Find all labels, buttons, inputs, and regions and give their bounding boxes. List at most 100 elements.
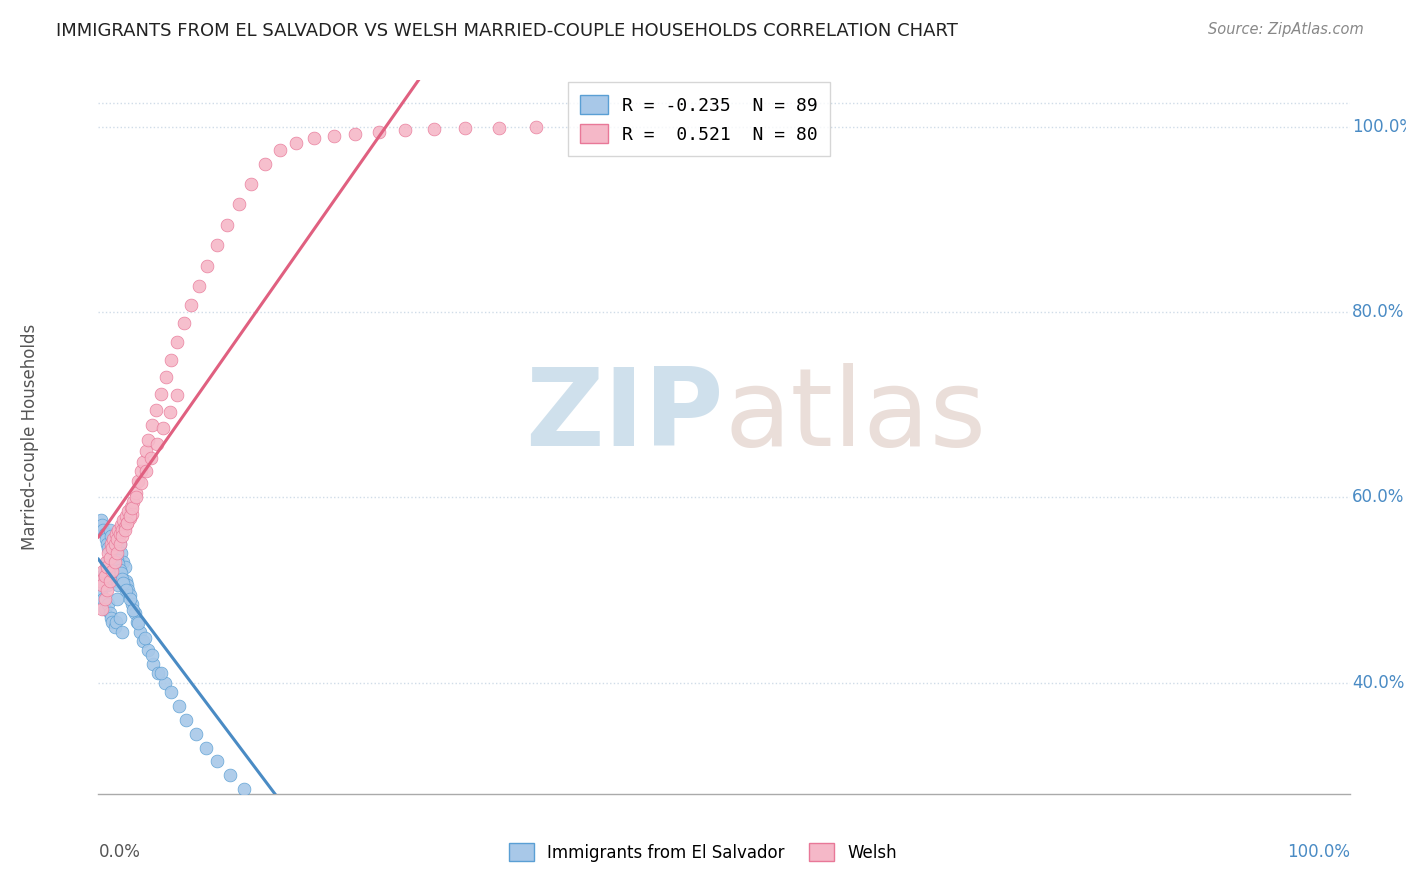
Point <box>96 582 118 597</box>
Point <box>111 523 134 537</box>
Point <box>105 553 128 567</box>
Point <box>105 532 128 546</box>
Point <box>218 768 240 782</box>
Point <box>167 698 190 713</box>
Point <box>107 523 129 537</box>
Point <box>180 297 202 311</box>
Point <box>91 569 114 583</box>
Point <box>94 555 117 569</box>
Point <box>114 523 136 537</box>
Point <box>135 444 157 458</box>
Point <box>138 643 160 657</box>
Point <box>97 559 120 574</box>
Point <box>129 476 152 491</box>
Point <box>94 574 117 588</box>
Point <box>97 546 120 560</box>
Point <box>127 615 149 630</box>
Point <box>107 557 129 571</box>
Point <box>120 500 142 514</box>
Point <box>96 559 118 574</box>
Point <box>129 464 152 478</box>
Point <box>91 578 114 592</box>
Point <box>121 597 143 611</box>
Point <box>101 565 124 579</box>
Point <box>423 122 446 136</box>
Point <box>108 527 131 541</box>
Point <box>112 575 135 590</box>
Point <box>100 541 122 556</box>
Text: 80.0%: 80.0% <box>1353 303 1405 321</box>
Point <box>184 726 207 740</box>
Point <box>104 548 127 562</box>
Point <box>101 534 124 549</box>
Point <box>166 334 188 349</box>
Point <box>125 491 148 505</box>
Point <box>100 536 122 550</box>
Point <box>112 555 135 569</box>
Point <box>93 569 115 583</box>
Point <box>155 369 177 384</box>
Point <box>322 128 344 143</box>
Point <box>127 474 149 488</box>
Point <box>166 388 188 402</box>
Point <box>135 464 157 478</box>
Point <box>90 582 112 597</box>
Point <box>153 675 176 690</box>
Text: 60.0%: 60.0% <box>1353 488 1405 507</box>
Point <box>141 417 163 432</box>
Point <box>132 634 155 648</box>
Point <box>263 813 285 827</box>
Point <box>138 433 160 447</box>
Point <box>104 544 127 558</box>
Point <box>488 120 510 135</box>
Point <box>145 403 167 417</box>
Point <box>132 455 155 469</box>
Point <box>253 157 276 171</box>
Point <box>108 611 131 625</box>
Point <box>103 539 125 553</box>
Point <box>111 572 134 586</box>
Point <box>146 436 169 450</box>
Point <box>100 611 122 625</box>
Point <box>111 529 134 543</box>
Point <box>343 878 366 892</box>
Point <box>114 559 136 574</box>
Point <box>150 386 173 401</box>
Legend: Immigrants from El Salvador, Welsh: Immigrants from El Salvador, Welsh <box>501 835 905 871</box>
Point <box>105 592 128 607</box>
Point <box>160 353 183 368</box>
Point <box>394 123 416 137</box>
Point <box>94 532 117 546</box>
Text: IMMIGRANTS FROM EL SALVADOR VS WELSH MARRIED-COUPLE HOUSEHOLDS CORRELATION CHART: IMMIGRANTS FROM EL SALVADOR VS WELSH MAR… <box>56 22 957 40</box>
Point <box>105 546 128 560</box>
Point <box>93 527 115 541</box>
Point <box>118 508 141 523</box>
Point <box>115 578 138 592</box>
Text: 100.0%: 100.0% <box>1286 843 1350 861</box>
Point <box>118 588 141 602</box>
Point <box>128 624 150 639</box>
Point <box>454 121 477 136</box>
Point <box>232 782 254 797</box>
Point <box>195 259 218 273</box>
Point <box>117 582 139 597</box>
Point <box>108 536 131 550</box>
Point <box>100 529 122 543</box>
Point <box>90 514 112 528</box>
Text: atlas: atlas <box>724 363 986 468</box>
Text: ZIP: ZIP <box>526 363 724 468</box>
Point <box>159 405 181 419</box>
Point <box>118 592 141 607</box>
Point <box>269 143 291 157</box>
Point <box>115 508 138 523</box>
Point <box>104 536 127 550</box>
Point <box>96 555 118 569</box>
Point <box>98 574 121 588</box>
Point <box>115 516 138 531</box>
Point <box>142 657 165 672</box>
Point <box>110 566 132 581</box>
Point <box>93 592 115 607</box>
Point <box>97 597 120 611</box>
Point <box>247 797 270 812</box>
Point <box>110 518 132 533</box>
